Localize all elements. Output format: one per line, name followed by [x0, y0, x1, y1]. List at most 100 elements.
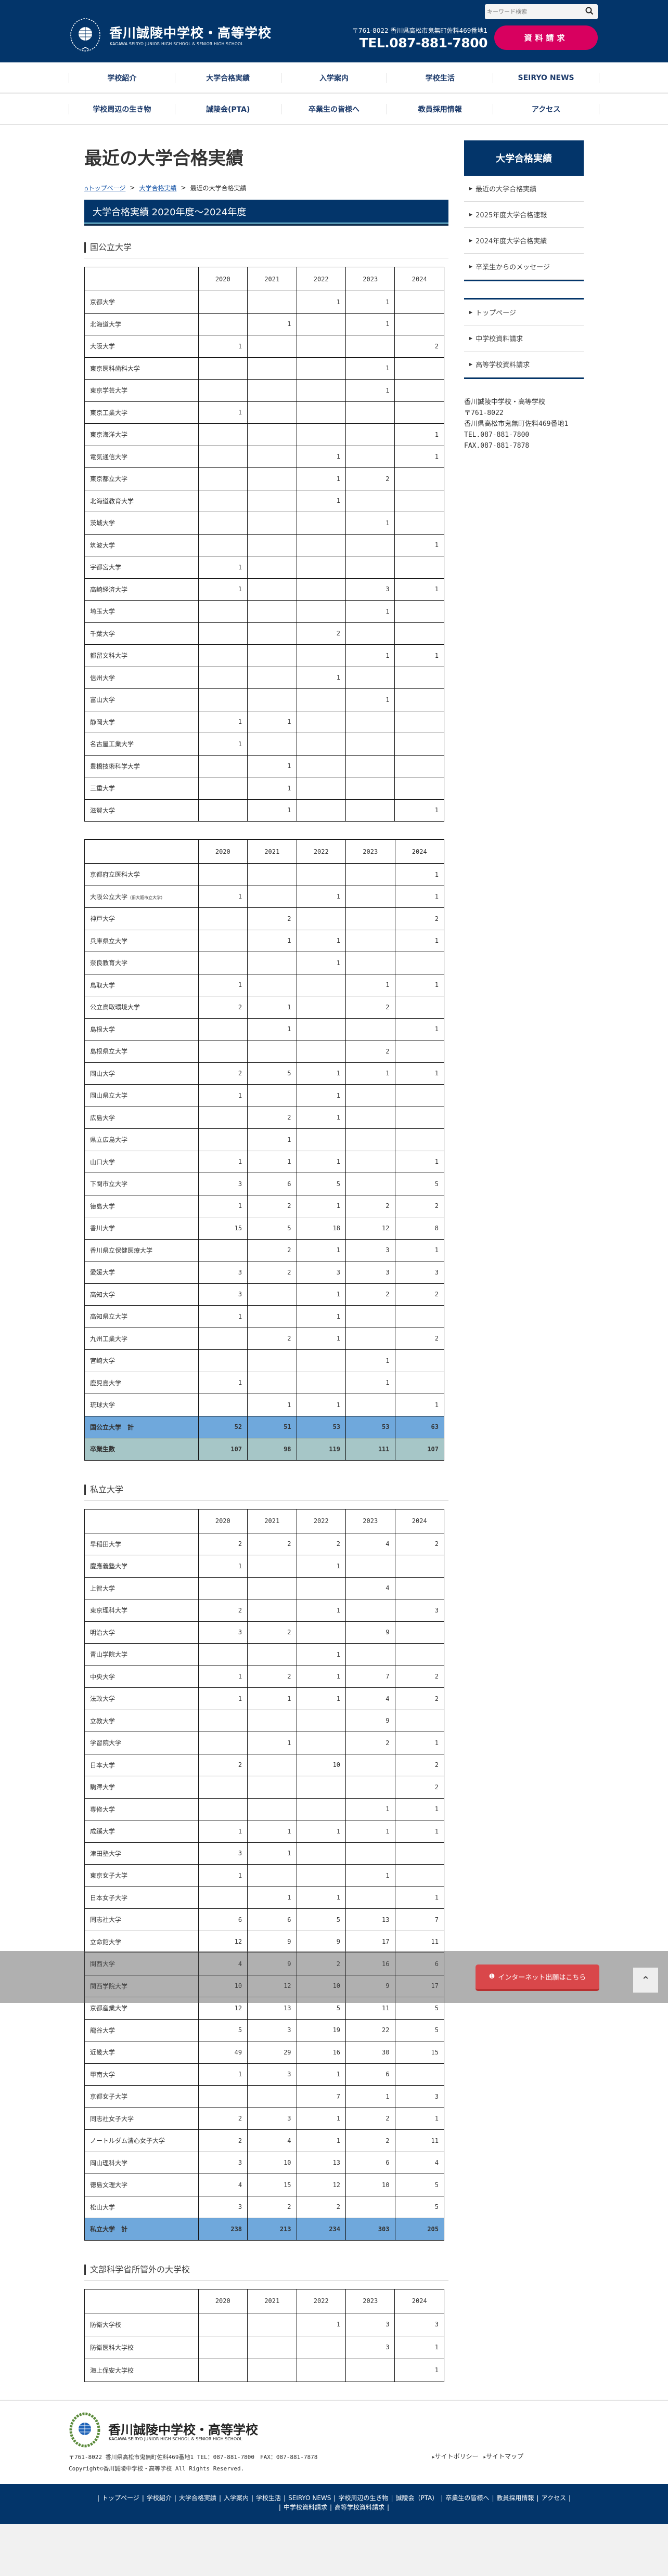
pass-count: 1: [247, 777, 297, 800]
table-row: 九州工業大学 2 1 2: [84, 1327, 444, 1350]
pass-count: 19: [296, 2019, 346, 2041]
footer-nav-link[interactable]: トップページ: [102, 2494, 139, 2502]
pass-count: 205: [394, 2218, 444, 2241]
nav-item[interactable]: 誠陵会(PTA): [174, 104, 281, 114]
pass-count: 9: [345, 1709, 395, 1732]
footer-nav-link[interactable]: SEIRYO NEWS: [288, 2494, 331, 2502]
nav-item[interactable]: SEIRYO NEWS: [493, 73, 599, 83]
school-name[interactable]: 香川誠陵中学校・高等学校: [109, 25, 272, 41]
university-name: 神戸大学: [84, 907, 199, 930]
pass-count: 1: [247, 1150, 297, 1173]
breadcrumb-parent[interactable]: 大学合格実績: [139, 184, 177, 192]
pass-count: 1: [296, 1150, 346, 1173]
pass-count: [345, 401, 395, 424]
caret-right-icon: ▶: [469, 264, 473, 269]
pass-count: 1: [198, 1687, 248, 1710]
sidebar-menu-label: 卒業生からのメッセージ: [476, 264, 550, 271]
nav-item[interactable]: 学校周辺の生き物: [69, 104, 175, 114]
school-crest-logo[interactable]: [68, 2412, 101, 2448]
school-crest-logo[interactable]: [68, 17, 102, 53]
footer-nav-link[interactable]: 学校周辺の生き物: [338, 2494, 389, 2502]
pass-count: [345, 863, 395, 886]
internet-application-button[interactable]: ❶ インターネット出願はこちら: [476, 1964, 599, 1991]
sidebar-link[interactable]: ▶ 中学校資料請求: [464, 326, 584, 352]
footer-nav-link[interactable]: 卒業生の皆様へ: [445, 2494, 490, 2502]
pass-count: [296, 644, 346, 667]
sidebar-divider: [464, 378, 584, 379]
header-tel[interactable]: TEL.087-881-7800: [359, 35, 488, 50]
pass-count: 3: [198, 1261, 248, 1284]
university-name: 日本女子大学: [84, 1886, 199, 1909]
request-materials-button[interactable]: 資料請求: [494, 25, 598, 50]
pass-count: 1: [296, 1239, 346, 1261]
nav-item[interactable]: 学校紹介: [69, 73, 175, 83]
pass-count: 2: [198, 1532, 248, 1555]
pass-count: 1: [296, 1665, 346, 1688]
sidebar-address-line: TEL.087-881-7800: [464, 431, 530, 439]
university-name: 防衛医科大学校: [84, 2335, 199, 2359]
university-name: 鹿児島大学: [84, 1371, 199, 1394]
footer-nav-link[interactable]: 入学案内: [223, 2494, 249, 2502]
sidebar-menu-item[interactable]: ▶ 2025年度大学合格速報: [464, 202, 584, 228]
table-row: 鹿児島大学 1 1: [84, 1371, 444, 1394]
university-name: 香川県立保健医療大学: [84, 1239, 199, 1261]
university-name: 高知県立大学: [84, 1305, 199, 1328]
table-header-year: 2020: [198, 1508, 248, 1533]
nav-item[interactable]: 入学案内: [280, 73, 387, 83]
pass-count: [198, 534, 248, 556]
nav-item[interactable]: 大学合格実績: [174, 73, 281, 83]
table-row: 島根大学 1 1: [84, 1018, 444, 1040]
search-input[interactable]: [485, 4, 579, 19]
pass-count: 111: [345, 1438, 395, 1461]
footer-nav-link[interactable]: 学校生活: [256, 2494, 281, 2502]
university-name: 東京理科大学: [84, 1599, 199, 1622]
footer-nav-link[interactable]: 大学合格実績: [178, 2494, 216, 2502]
nav-item[interactable]: 卒業生の皆様へ: [280, 104, 387, 114]
breadcrumb-home[interactable]: ⌂トップページ: [84, 184, 125, 192]
global-nav-row-1: 学校紹介 大学合格実績 入学案内 学校生活 SEIRYO NEWS: [0, 62, 668, 94]
nav-item[interactable]: 学校生活: [387, 73, 493, 83]
university-name: 岡山大学: [84, 1062, 199, 1085]
sidebar-link[interactable]: ▶ 高等学校資料請求: [464, 352, 584, 378]
sidebar-menu-item[interactable]: ▶ 卒業生からのメッセージ: [464, 254, 584, 280]
pass-count: 2: [247, 1665, 297, 1688]
footer-nav-link[interactable]: アクセス: [541, 2494, 566, 2502]
pass-count: [296, 556, 346, 579]
sidebar-menu-item[interactable]: ▶ 2024年度大学合格実績: [464, 228, 584, 254]
footer-nav-link[interactable]: 高等学校資料請求: [335, 2504, 385, 2511]
pass-count: [198, 600, 248, 623]
footer-utility-link[interactable]: ▸サイトポリシー: [432, 2452, 479, 2461]
pass-count: 2: [247, 1327, 297, 1350]
footer-nav-link[interactable]: 中学校資料請求: [283, 2504, 327, 2511]
pass-count: 1: [394, 1732, 444, 1754]
sidebar-menu-label: 2024年度大学合格実績: [476, 238, 547, 245]
footer-nav-link[interactable]: 誠陵会（PTA）: [395, 2494, 439, 2502]
sidebar-link[interactable]: ▶ トップページ: [464, 300, 584, 326]
pass-count: 6: [394, 1953, 444, 1975]
pass-count: 1: [198, 1371, 248, 1394]
pass-count: 1: [296, 1394, 346, 1416]
nav-item[interactable]: アクセス: [493, 104, 599, 114]
pass-count: [198, 489, 248, 512]
search-box: [485, 4, 598, 19]
search-icon[interactable]: [585, 7, 594, 15]
pass-count: 1: [394, 1150, 444, 1173]
scroll-to-top-button[interactable]: ⌃: [633, 1968, 658, 1993]
pass-count: [198, 291, 248, 314]
university-name: 岡山県立大学: [84, 1084, 199, 1107]
footer-utility-link[interactable]: ▸サイトマップ: [484, 2452, 524, 2461]
separator: |: [219, 2494, 221, 2502]
sidebar-menu-item[interactable]: ▶ 最近の大学合格実績: [464, 176, 584, 202]
table-row: 津田塾大学 3 1: [84, 1842, 444, 1865]
pass-count: 11: [394, 2129, 444, 2152]
sidebar-heading: 大学合格実績: [464, 140, 584, 176]
pass-count: [247, 1798, 297, 1820]
pass-count: [296, 863, 346, 886]
pass-count: 1: [394, 644, 444, 667]
footer-nav-link[interactable]: 教員採用情報: [496, 2494, 534, 2502]
pass-count: 2: [247, 1106, 297, 1129]
nav-item[interactable]: 教員採用情報: [387, 104, 493, 114]
separator: |: [97, 2494, 100, 2502]
pass-count: [394, 710, 444, 733]
footer-nav-link[interactable]: 学校紹介: [146, 2494, 172, 2502]
